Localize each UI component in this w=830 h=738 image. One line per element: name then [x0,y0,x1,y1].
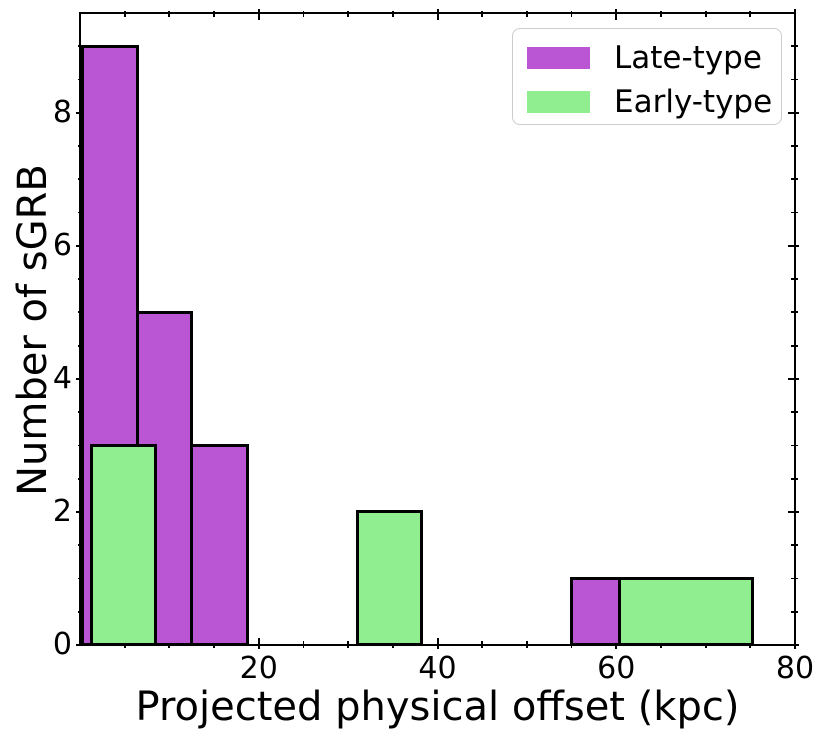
legend-swatch-early-type [527,91,590,113]
tick-mark [436,638,439,649]
y-tick-label: 4 [52,360,72,396]
y-axis-label: Number of sGRB [10,164,56,496]
x-tick-label: 40 [418,651,457,686]
tick-mark [257,9,260,20]
tick-mark [788,377,799,380]
y-tick-label: 8 [52,94,72,130]
y-tick-label: 0 [52,627,72,662]
tick-mark [788,244,799,247]
y-tick-label: 6 [52,227,72,263]
x-tick-label: 80 [775,651,815,686]
early-type-bar [618,576,754,647]
legend-row: Early-type [527,80,772,124]
tick-mark [615,9,618,20]
x-tick-label: 20 [239,651,278,686]
legend-label: Early-type [614,84,773,120]
tick-mark [788,111,799,114]
y-tick-label: 2 [52,493,72,529]
legend: Late-type Early-type [512,28,782,125]
late-type-bar [570,576,622,647]
x-tick-label: 60 [597,651,636,686]
x-axis-label: Projected physical offset (kpc) [135,684,740,730]
tick-mark [257,638,260,649]
tick-mark [436,9,439,20]
late-type-bar [190,443,249,647]
tick-mark [788,510,799,513]
legend-row: Late-type [527,36,767,80]
early-type-bar [355,510,423,647]
legend-swatch-late-type [527,47,590,69]
legend-label: Late-type [614,40,762,76]
plot-frame [79,12,796,646]
